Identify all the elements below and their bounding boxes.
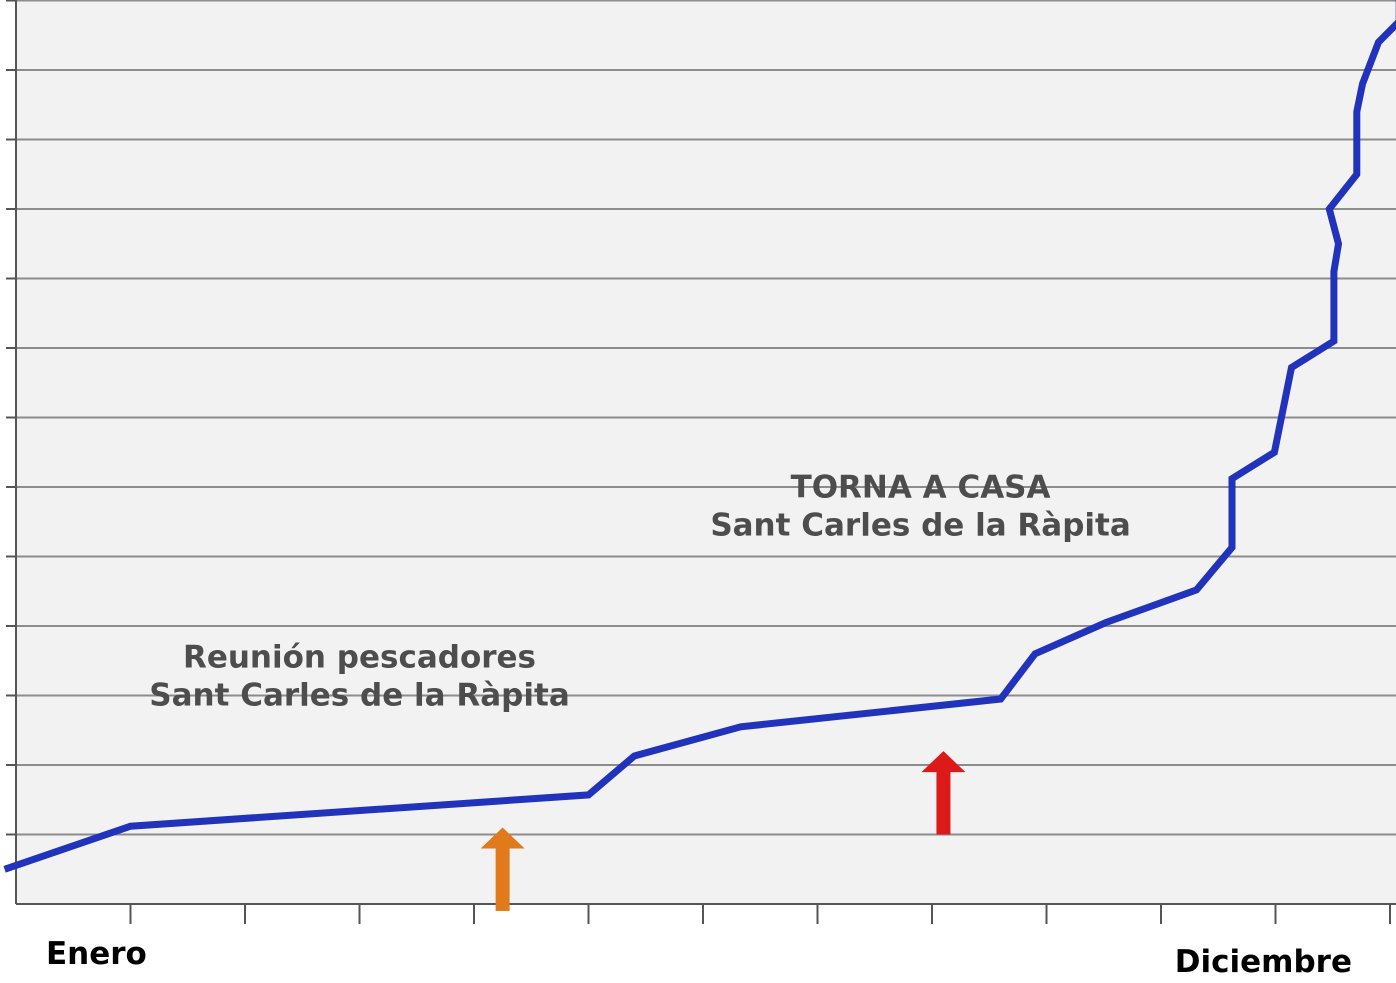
- x-tick-label-end: Diciembre: [1175, 944, 1352, 980]
- series-line-1: [3, 0, 1396, 873]
- arrow-orange: [480, 827, 525, 911]
- plot-background: [16, 0, 1396, 904]
- series-group: [3, 0, 1396, 873]
- arrow-red-head: [921, 751, 966, 773]
- annotation-1-line-2: Sant Carles de la Ràpita: [149, 678, 569, 714]
- arrow-orange-shaft: [495, 847, 510, 911]
- x-tick-label-start: Enero: [46, 936, 147, 972]
- arrow-red: [921, 751, 966, 835]
- annotation-1-line-1: Reunión pescadores: [183, 640, 536, 676]
- arrow-group: [480, 751, 966, 911]
- x-ticks: [129, 904, 1391, 924]
- grid-lines: [6, 0, 1396, 836]
- arrow-red-shaft: [936, 771, 951, 835]
- annotation-2-line-1: TORNA A CASA: [791, 469, 1051, 505]
- arrow-orange-head: [480, 827, 525, 849]
- annotation-2-line-2: Sant Carles de la Ràpita: [710, 507, 1130, 543]
